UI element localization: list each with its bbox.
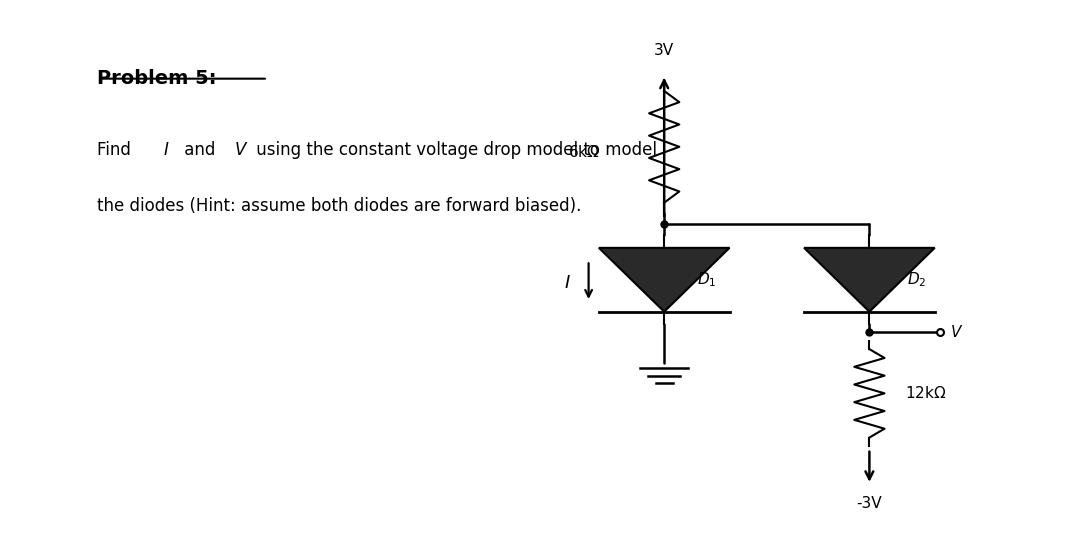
Polygon shape [805, 248, 934, 312]
Polygon shape [599, 248, 729, 312]
Text: 6k$\Omega$: 6k$\Omega$ [568, 145, 599, 160]
Text: 12k$\Omega$: 12k$\Omega$ [905, 386, 946, 401]
Text: using the constant voltage drop model to model: using the constant voltage drop model to… [251, 141, 657, 159]
Text: I: I [163, 141, 168, 159]
Text: $D_2$: $D_2$ [907, 270, 927, 289]
Text: 3V: 3V [654, 43, 674, 58]
Text: V: V [234, 141, 246, 159]
Text: Problem 5:: Problem 5: [97, 69, 217, 88]
Text: the diodes (Hint: assume both diodes are forward biased).: the diodes (Hint: assume both diodes are… [97, 197, 581, 214]
Text: Find: Find [97, 141, 136, 159]
Text: I: I [565, 274, 569, 291]
Text: and: and [179, 141, 221, 159]
Text: -3V: -3V [856, 496, 882, 511]
Text: V: V [950, 325, 961, 340]
Text: $D_1$: $D_1$ [697, 270, 716, 289]
